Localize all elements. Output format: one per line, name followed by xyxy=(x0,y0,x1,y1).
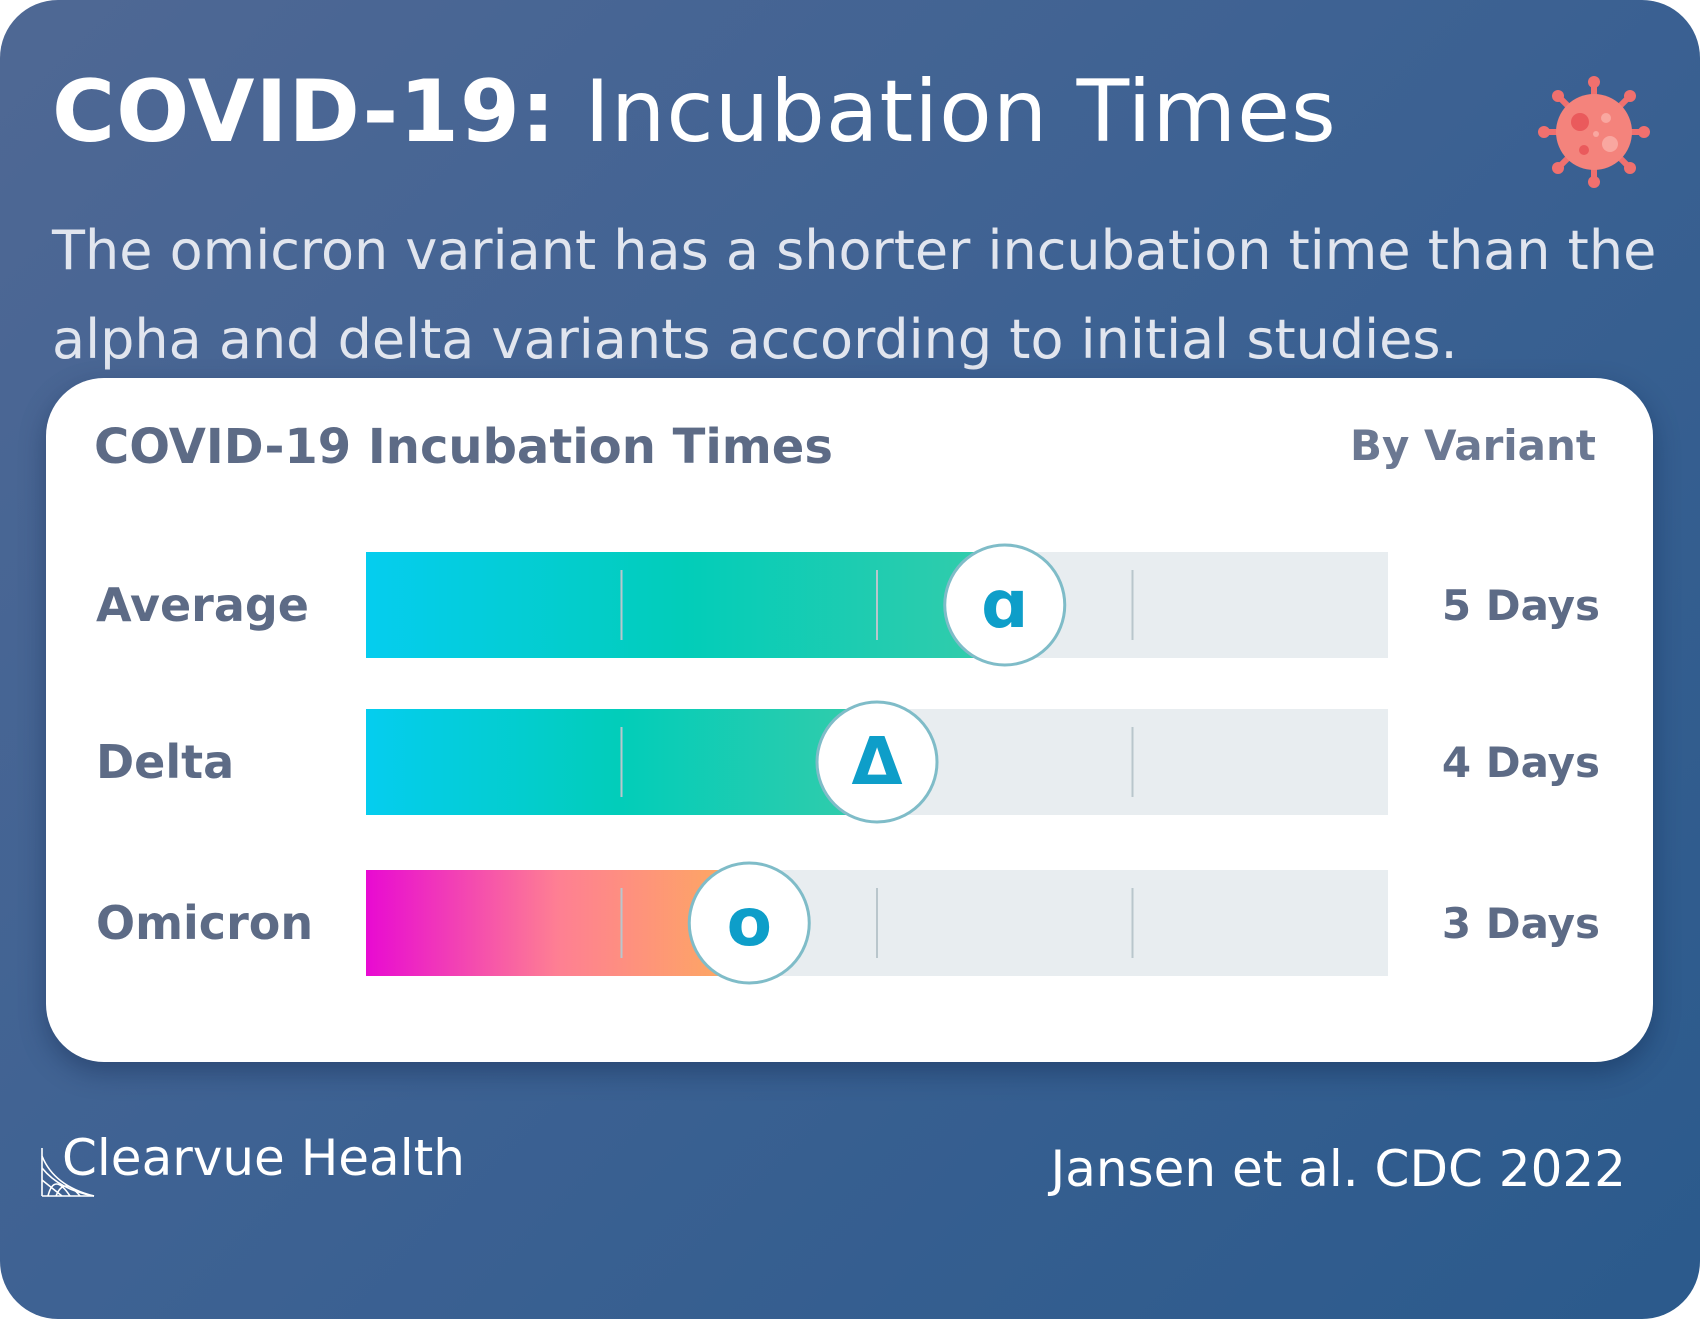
category-label-delta: Delta xyxy=(96,735,234,789)
marker-symbol-omicron: o xyxy=(727,884,772,961)
value-label-delta: 4 Days xyxy=(1442,738,1600,787)
page-title: COVID-19: Incubation Times xyxy=(52,62,1337,162)
bar-row-delta: Delta Δ 4 Days xyxy=(96,700,1600,824)
source-citation: Jansen et al. CDC 2022 xyxy=(1050,1140,1626,1198)
virus-icon xyxy=(1538,76,1650,188)
marker-symbol-average: ɑ xyxy=(981,566,1028,643)
marker-average xyxy=(943,543,1067,667)
chart-card: COVID-19 Incubation Times By Variant Ave… xyxy=(46,378,1653,1062)
value-label-omicron: 3 Days xyxy=(1442,899,1600,948)
chart-title: COVID-19 Incubation Times xyxy=(94,419,833,475)
title-bold: COVID-19: xyxy=(52,62,557,162)
clearvue-logo-icon xyxy=(41,1148,95,1197)
category-label-average: Average xyxy=(96,578,309,632)
chart-subtitle: By Variant xyxy=(1350,421,1596,470)
brand-name: Clearvue Health xyxy=(62,1129,465,1187)
bar-average xyxy=(366,552,1005,658)
category-label-omicron: Omicron xyxy=(96,896,313,950)
value-label-average: 5 Days xyxy=(1442,581,1600,630)
marker-symbol-delta: Δ xyxy=(851,723,902,800)
incubation-chart: COVID-19 Incubation Times By Variant Ave… xyxy=(94,419,1600,985)
subtitle: The omicron variant has a shorter incuba… xyxy=(52,206,1657,384)
subtitle-line-2: alpha and delta variants according to in… xyxy=(52,308,1458,371)
title-rest: Incubation Times xyxy=(556,62,1337,162)
marker-delta xyxy=(815,700,939,824)
marker-omicron xyxy=(687,861,811,985)
bar-omicron xyxy=(366,870,750,976)
bar-row-average: Average ɑ 5 Days xyxy=(96,543,1600,667)
subtitle-line-1: The omicron variant has a shorter incuba… xyxy=(52,219,1657,282)
bar-row-omicron: Omicron o 3 Days xyxy=(96,861,1600,985)
